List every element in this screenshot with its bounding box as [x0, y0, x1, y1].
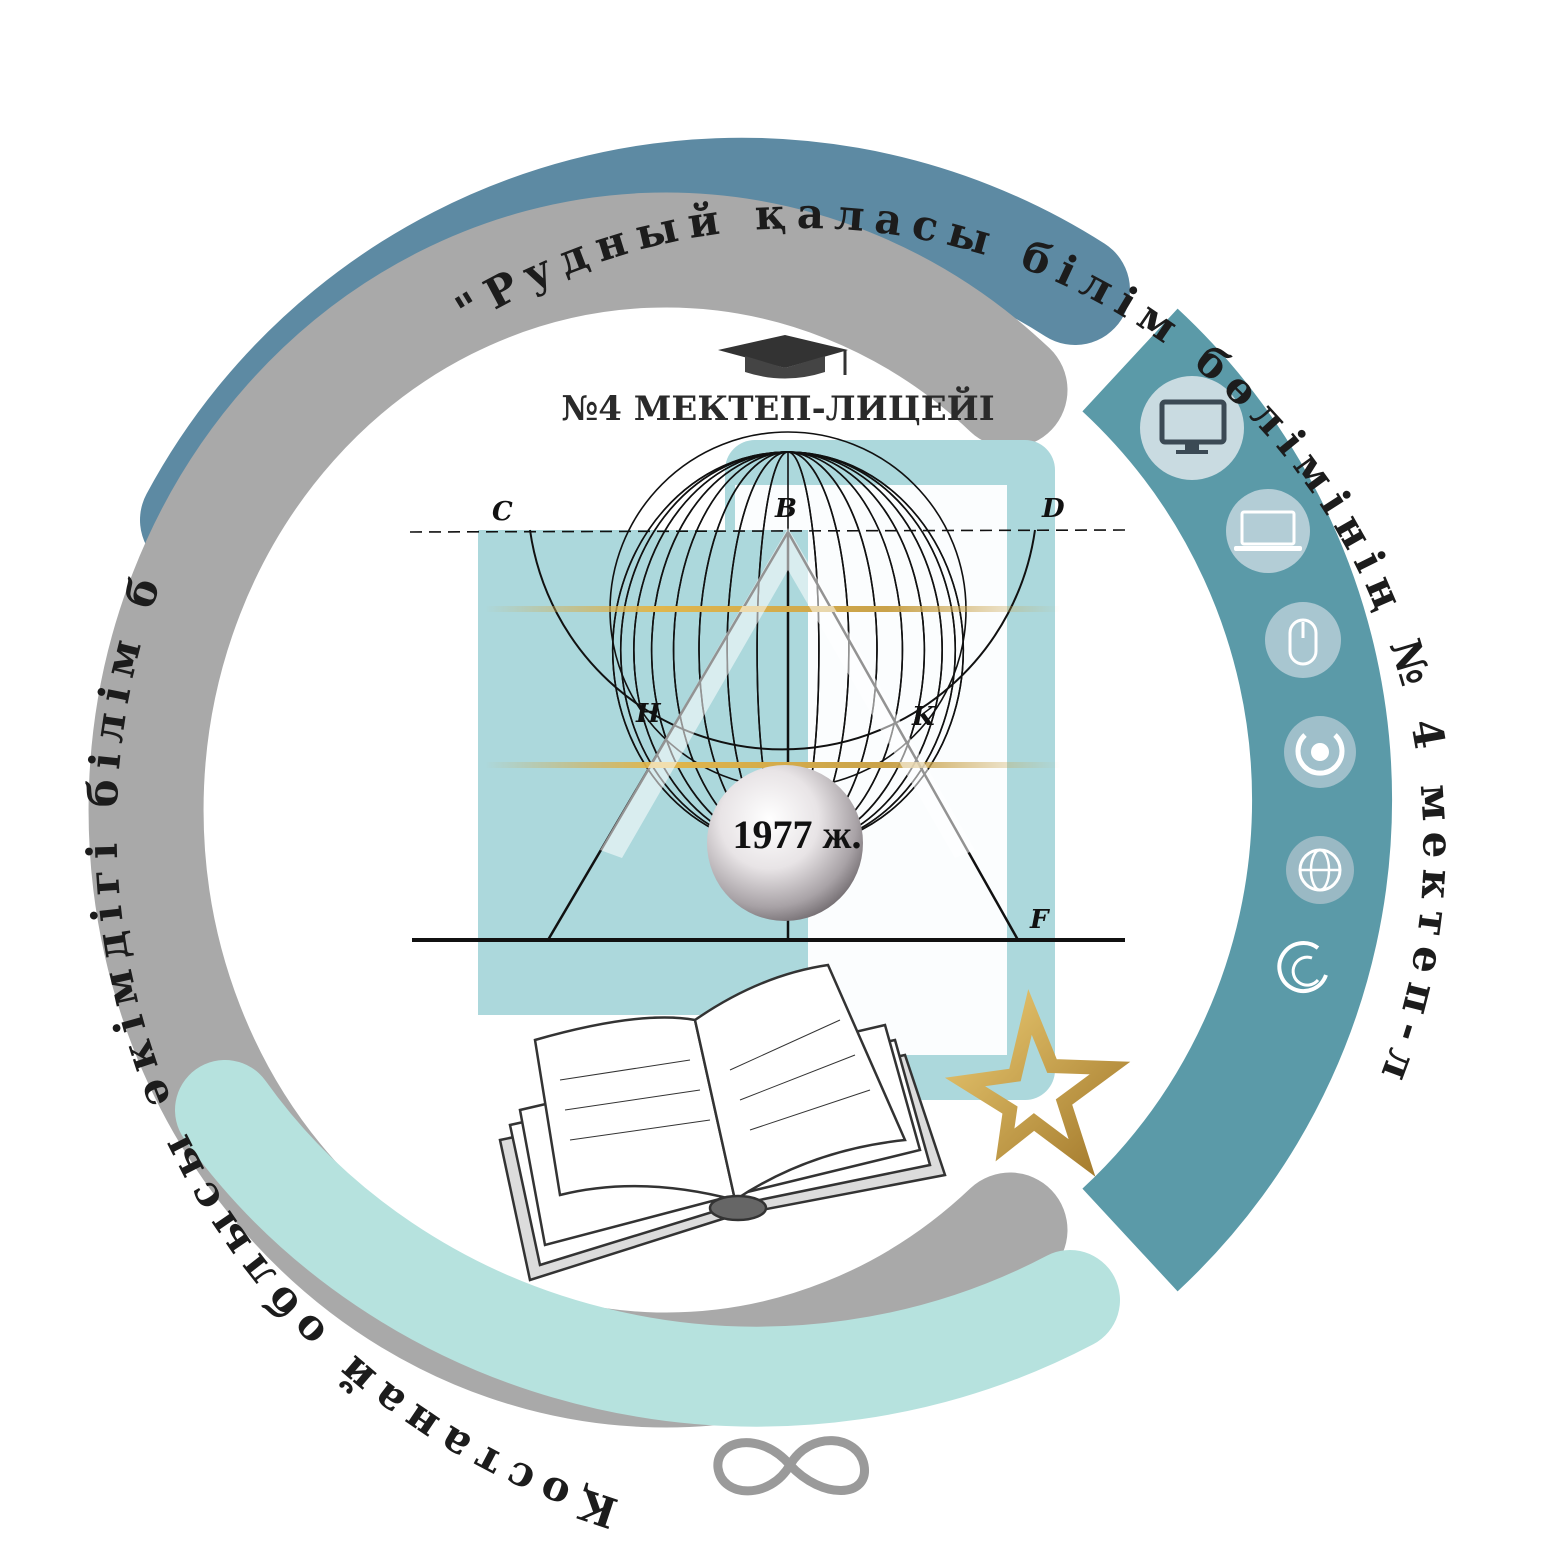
label-d: D	[1041, 494, 1065, 524]
label-b: B	[774, 494, 797, 524]
star-icon	[944, 989, 1131, 1177]
loading-icon	[1277, 941, 1328, 993]
page-title: №4 МЕКТЕП-ЛИЦЕЙІ	[561, 386, 994, 429]
light-teal-arc	[175, 1060, 1120, 1427]
gold-line-lower	[485, 762, 1060, 768]
year-label: 1977 ж.	[732, 812, 861, 857]
globe-icon	[1286, 836, 1354, 904]
pearl	[707, 765, 863, 921]
label-f: F	[1029, 905, 1050, 935]
monitor-icon	[1140, 376, 1244, 480]
label-k: K	[911, 702, 936, 732]
gold-line-upper	[485, 606, 1060, 612]
compass-shape	[600, 528, 975, 858]
label-c: C	[492, 497, 513, 527]
graduation-cap-icon	[718, 335, 848, 379]
laptop-icon	[1226, 489, 1310, 573]
power-icon	[1284, 716, 1356, 788]
infinity-icon	[713, 1436, 869, 1496]
open-book-icon	[498, 963, 947, 1282]
mouse-icon	[1265, 602, 1341, 678]
teal-right-arc	[1082, 308, 1392, 1292]
label-h: H	[635, 699, 662, 729]
